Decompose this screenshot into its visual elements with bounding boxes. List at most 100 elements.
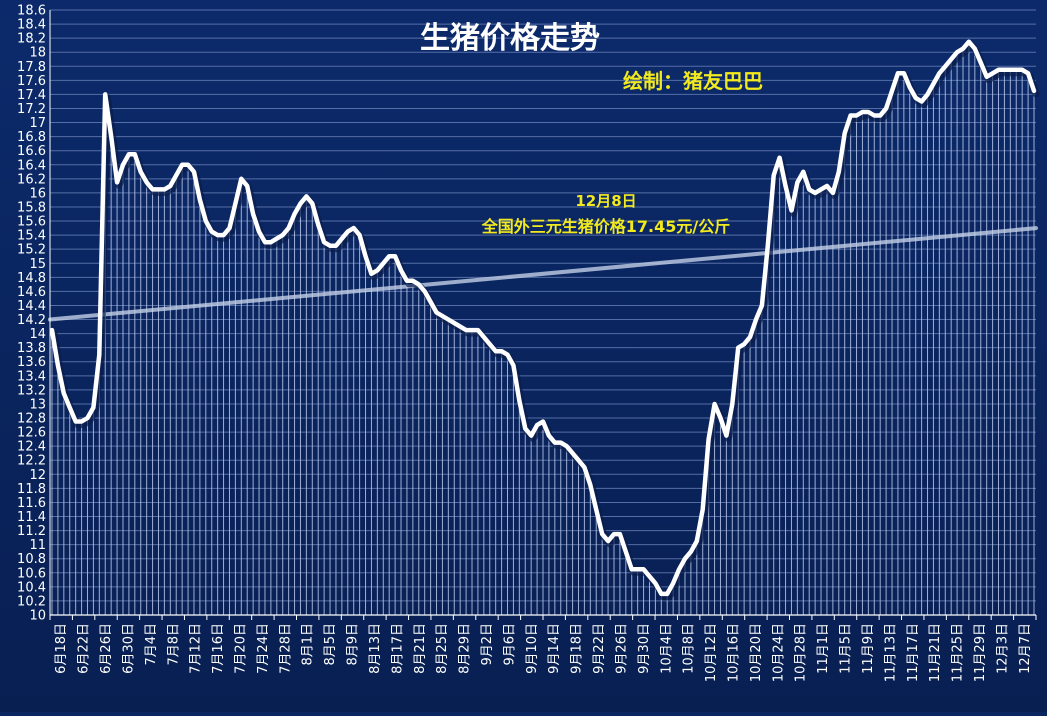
x-tick-label: 7月24日 (256, 623, 271, 674)
x-tick-label: 8月5日 (323, 623, 338, 666)
y-tick-label: 15.8 (17, 200, 46, 215)
chart-credit: 绘制：猪友巴巴 (623, 69, 763, 93)
y-tick-label: 15.6 (17, 215, 46, 230)
y-tick-label: 14.2 (17, 313, 46, 328)
y-tick-label: 16.8 (17, 130, 46, 145)
x-tick-label: 10月16日 (726, 623, 741, 682)
x-tick-label: 8月17日 (390, 623, 405, 674)
x-tick-label: 10月28日 (794, 623, 809, 682)
x-tick-label: 8月25日 (435, 623, 450, 674)
y-tick-label: 10 (29, 609, 46, 624)
annotation-price: 全国外三元生猪价格17.45元/公斤 (481, 217, 730, 236)
x-tick-label: 9月14日 (547, 623, 562, 674)
y-tick-label: 11.6 (17, 496, 46, 511)
series-line (49, 39, 1037, 597)
y-tick-label: 12.8 (17, 412, 46, 427)
y-tick-label: 11.2 (17, 524, 46, 539)
x-tick-label: 10月12日 (704, 623, 719, 682)
x-tick-label: 9月18日 (570, 623, 585, 674)
y-tick-label: 18.4 (17, 18, 46, 33)
y-tick-label: 18.6 (17, 4, 46, 19)
x-tick-label: 12月7日 (1018, 623, 1033, 674)
y-tick-label: 15 (29, 257, 46, 272)
y-tick-label: 16 (29, 186, 46, 201)
x-tick-label: 12月3日 (995, 623, 1010, 674)
x-tick-label: 11月5日 (839, 623, 854, 674)
trendline (48, 226, 1038, 322)
x-tick-label: 11月1日 (816, 623, 831, 674)
x-tick-label: 7月16日 (211, 623, 226, 674)
y-tick-label: 18 (29, 46, 46, 61)
x-tick-label: 8月9日 (346, 623, 361, 666)
series-group (49, 39, 1040, 601)
y-tick-label: 17.6 (17, 74, 46, 89)
x-tick-label: 9月26日 (614, 623, 629, 674)
y-tick-label: 16.6 (17, 144, 46, 159)
x-tick-label: 7月4日 (144, 623, 159, 666)
y-tick-label: 16.4 (17, 158, 46, 173)
x-axis (49, 10, 1037, 620)
y-tick-label: 14 (29, 327, 46, 342)
x-tick-label: 8月21日 (413, 623, 428, 674)
x-tick-label: 11月21日 (928, 623, 943, 682)
chart-title: 生猪价格走势 (420, 21, 600, 56)
x-tick-label: 7月12日 (189, 623, 204, 674)
x-axis-tick-labels: 6月18日 6月22日 6月26日 6月30日 7月4日 7月8日 7月12日 7月16日 7月… (54, 623, 1033, 682)
y-tick-label: 13.8 (17, 341, 46, 356)
x-tick-label: 8月13日 (368, 623, 383, 674)
y-tick-label: 15.4 (17, 229, 46, 244)
trendline-group (48, 226, 1038, 322)
y-tick-label: 10.2 (17, 594, 46, 609)
y-tick-label: 17.2 (17, 102, 46, 117)
y-tick-label: 17.8 (17, 60, 46, 75)
x-tick-label: 6月30日 (121, 623, 136, 674)
y-tick-label: 17 (29, 116, 46, 131)
y-tick-label: 11 (29, 538, 46, 553)
x-tick-label: 9月2日 (480, 623, 495, 666)
y-tick-label: 11.8 (17, 482, 46, 497)
x-tick-label: 6月18日 (54, 623, 69, 674)
y-tick-label: 17.4 (17, 88, 46, 103)
x-tick-label: 10月20日 (749, 623, 764, 682)
x-tick-label: 11月17日 (906, 623, 921, 682)
x-tick-label: 10月4日 (659, 623, 674, 674)
x-tick-label: 10月8日 (682, 623, 697, 674)
y-tick-label: 18.2 (17, 32, 46, 47)
y-tick-label: 13 (29, 397, 46, 412)
x-tick-label: 9月30日 (637, 623, 652, 674)
y-axis-tick-labels: 1010.210.410.610.81111.211.411.611.81212… (17, 4, 46, 624)
x-tick-label: 11月29日 (973, 623, 988, 682)
x-tick-label: 11月25日 (951, 623, 966, 682)
data-drop-lines (51, 41, 1035, 615)
x-tick-label: 7月20日 (233, 623, 248, 674)
x-tick-label: 8月29日 (458, 623, 473, 674)
x-tick-label: 9月6日 (502, 623, 517, 666)
y-tick-label: 10.8 (17, 552, 46, 567)
y-tick-label: 12 (29, 468, 46, 483)
y-tick-label: 15.2 (17, 243, 46, 258)
x-tick-label: 6月26日 (99, 623, 114, 674)
y-tick-label: 12.2 (17, 454, 46, 469)
x-tick-label: 8月1日 (301, 623, 316, 666)
x-tick-label: 7月8日 (166, 623, 181, 666)
annotation-date: 12月8日 (575, 192, 636, 210)
x-tick-label: 6月22日 (77, 623, 92, 674)
y-tick-label: 16.2 (17, 172, 46, 187)
y-tick-label: 12.4 (17, 440, 46, 455)
x-tick-label: 9月10日 (525, 623, 540, 674)
y-tick-label: 10.6 (17, 566, 46, 581)
x-tick-label: 11月13日 (883, 623, 898, 682)
y-tick-label: 13.6 (17, 355, 46, 370)
y-tick-label: 13.4 (17, 369, 46, 384)
y-tick-label: 14.6 (17, 285, 46, 300)
x-tick-label: 11月9日 (861, 623, 876, 674)
x-tick-label: 7月28日 (278, 623, 293, 674)
y-tick-label: 12.6 (17, 426, 46, 441)
y-tick-label: 10.4 (17, 580, 46, 595)
x-tick-label: 10月24日 (771, 623, 786, 682)
y-tick-label: 13.2 (17, 383, 46, 398)
x-tick-label: 9月22日 (592, 623, 607, 674)
y-tick-label: 11.4 (17, 510, 46, 525)
